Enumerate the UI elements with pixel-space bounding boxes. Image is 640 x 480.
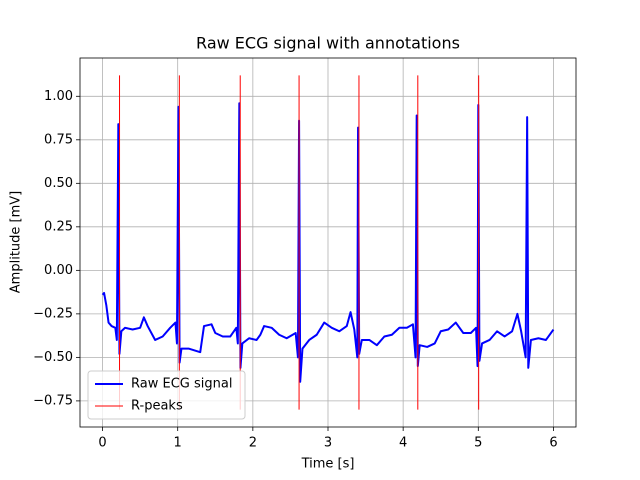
y-tick-label: 0.00: [44, 263, 73, 278]
legend-box: [87, 370, 246, 420]
x-tick-label: 0: [98, 436, 106, 451]
legend-label: Raw ECG signal: [131, 377, 232, 392]
plot-frame: [79, 57, 577, 428]
y-tick-label: −0.75: [33, 393, 73, 408]
legend-label: R-peaks: [131, 399, 183, 414]
x-tick-label: 6: [549, 436, 557, 451]
x-tick-label: 5: [474, 436, 482, 451]
chart-title: Raw ECG signal with annotations: [196, 34, 460, 53]
ecg-line: [101, 102, 555, 383]
x-tick-label: 4: [399, 436, 407, 451]
y-tick-label: −0.50: [33, 350, 73, 365]
x-tick-label: 1: [174, 436, 182, 451]
y-axis-label: Amplitude [mV]: [9, 191, 24, 293]
y-tick-label: 1.00: [44, 89, 73, 104]
y-tick-label: 0.50: [44, 176, 73, 191]
x-tick-label: 3: [324, 436, 332, 451]
y-tick-label: −0.25: [33, 306, 73, 321]
x-tick-label: 2: [249, 436, 257, 451]
y-tick-label: 0.75: [44, 132, 73, 147]
x-axis-label: Time [s]: [301, 457, 355, 472]
y-tick-label: 0.25: [44, 219, 73, 234]
